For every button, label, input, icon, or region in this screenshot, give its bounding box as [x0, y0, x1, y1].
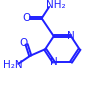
Text: NH₂: NH₂ [46, 0, 65, 10]
Text: H₂N: H₂N [3, 61, 22, 70]
Text: N: N [50, 57, 58, 67]
Text: O: O [19, 38, 27, 48]
Text: N: N [67, 31, 75, 41]
Text: O: O [22, 13, 30, 23]
